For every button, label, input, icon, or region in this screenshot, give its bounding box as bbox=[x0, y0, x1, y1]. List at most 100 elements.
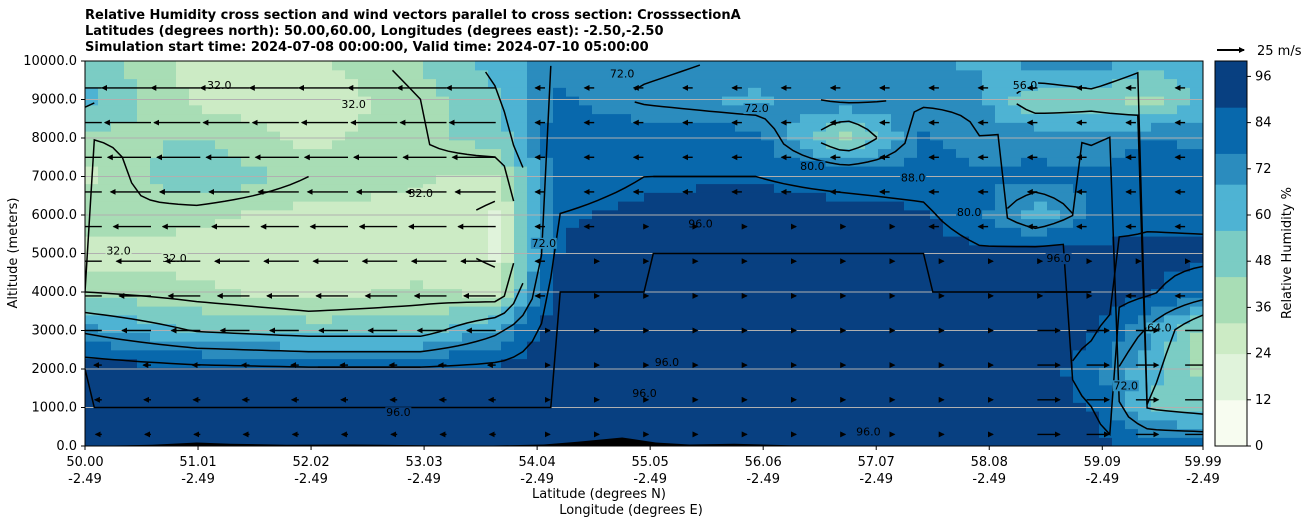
humidity-cell bbox=[826, 384, 840, 395]
humidity-cell bbox=[800, 384, 814, 395]
humidity-cell bbox=[696, 402, 710, 412]
humidity-cell bbox=[904, 87, 918, 97]
humidity-cell bbox=[982, 148, 996, 158]
humidity-cell bbox=[332, 288, 346, 298]
humidity-cell bbox=[787, 367, 801, 377]
humidity-cell bbox=[813, 437, 827, 446]
humidity-cell bbox=[1125, 306, 1139, 316]
humidity-cell bbox=[722, 393, 736, 403]
humidity-cell bbox=[293, 192, 307, 202]
humidity-cell bbox=[540, 253, 554, 263]
humidity-cell bbox=[85, 376, 99, 386]
humidity-cell bbox=[189, 131, 203, 141]
humidity-cell bbox=[345, 341, 359, 351]
humidity-cell bbox=[527, 174, 541, 185]
humidity-cell bbox=[540, 428, 554, 438]
humidity-cell bbox=[215, 174, 229, 185]
humidity-cell bbox=[878, 166, 892, 176]
humidity-cell bbox=[137, 376, 151, 386]
humidity-cell bbox=[852, 402, 866, 412]
humidity-cell bbox=[527, 349, 541, 360]
humidity-cell bbox=[748, 209, 762, 220]
humidity-cell bbox=[488, 376, 502, 386]
humidity-cell bbox=[722, 341, 736, 351]
humidity-cell bbox=[839, 437, 853, 446]
humidity-cell bbox=[449, 87, 463, 97]
humidity-cell bbox=[683, 341, 697, 351]
humidity-cell bbox=[670, 384, 684, 395]
humidity-cell bbox=[865, 323, 879, 333]
humidity-cell bbox=[1151, 262, 1165, 272]
humidity-cell bbox=[579, 166, 593, 176]
humidity-cell bbox=[501, 253, 515, 263]
humidity-cell bbox=[228, 244, 242, 255]
humidity-cell bbox=[215, 209, 229, 220]
humidity-cell bbox=[384, 349, 398, 360]
humidity-cell bbox=[1021, 61, 1035, 71]
humidity-cell bbox=[722, 367, 736, 377]
humidity-cell bbox=[1138, 61, 1152, 71]
humidity-cell bbox=[748, 174, 762, 185]
humidity-cell bbox=[956, 139, 970, 150]
humidity-cell bbox=[436, 323, 450, 333]
humidity-cell bbox=[1177, 367, 1191, 377]
humidity-cell bbox=[917, 358, 931, 368]
humidity-cell bbox=[995, 113, 1009, 123]
humidity-cell bbox=[969, 174, 983, 185]
humidity-cell bbox=[475, 209, 489, 220]
humidity-cell bbox=[670, 244, 684, 255]
humidity-cell bbox=[631, 174, 645, 185]
humidity-cell bbox=[735, 218, 749, 228]
humidity-cell bbox=[1190, 411, 1203, 421]
humidity-cell bbox=[878, 393, 892, 403]
humidity-cell bbox=[202, 61, 216, 71]
humidity-cell bbox=[1125, 349, 1139, 360]
humidity-cell bbox=[865, 157, 879, 167]
humidity-cell bbox=[514, 428, 528, 438]
humidity-cell bbox=[813, 349, 827, 360]
humidity-cell bbox=[319, 262, 333, 272]
humidity-cell bbox=[748, 236, 762, 246]
humidity-cell bbox=[904, 244, 918, 255]
humidity-cell bbox=[501, 166, 515, 176]
humidity-cell bbox=[423, 437, 437, 446]
humidity-cell bbox=[137, 96, 151, 106]
humidity-cell bbox=[995, 323, 1009, 333]
humidity-cell bbox=[1021, 367, 1035, 377]
humidity-cell bbox=[1112, 78, 1126, 88]
humidity-cell bbox=[644, 69, 658, 80]
humidity-cell bbox=[163, 393, 177, 403]
humidity-cell bbox=[501, 262, 515, 272]
humidity-cell bbox=[878, 376, 892, 386]
humidity-cell bbox=[371, 227, 385, 237]
humidity-cell bbox=[514, 349, 528, 360]
humidity-cell bbox=[631, 209, 645, 220]
humidity-cell bbox=[774, 297, 788, 307]
humidity-cell bbox=[150, 131, 164, 141]
humidity-cell bbox=[709, 419, 723, 430]
humidity-cell bbox=[878, 218, 892, 228]
humidity-cell bbox=[254, 393, 268, 403]
humidity-cell bbox=[267, 288, 281, 298]
humidity-cell bbox=[657, 376, 671, 386]
humidity-cell bbox=[85, 218, 99, 228]
humidity-cell bbox=[98, 393, 112, 403]
humidity-cell bbox=[696, 61, 710, 71]
humidity-cell bbox=[891, 437, 905, 446]
humidity-cell bbox=[254, 61, 268, 71]
humidity-cell bbox=[384, 288, 398, 298]
humidity-cell bbox=[943, 131, 957, 141]
humidity-cell bbox=[111, 78, 125, 88]
humidity-cell bbox=[683, 393, 697, 403]
humidity-cell bbox=[358, 323, 372, 333]
humidity-cell bbox=[241, 61, 255, 71]
humidity-cell bbox=[878, 236, 892, 246]
humidity-cell bbox=[1138, 166, 1152, 176]
humidity-cell bbox=[293, 201, 307, 211]
humidity-cell bbox=[1151, 384, 1165, 395]
humidity-cell bbox=[670, 428, 684, 438]
humidity-cell bbox=[761, 244, 775, 255]
humidity-cell bbox=[462, 78, 476, 88]
humidity-cell bbox=[436, 183, 450, 193]
humidity-cell bbox=[462, 69, 476, 80]
